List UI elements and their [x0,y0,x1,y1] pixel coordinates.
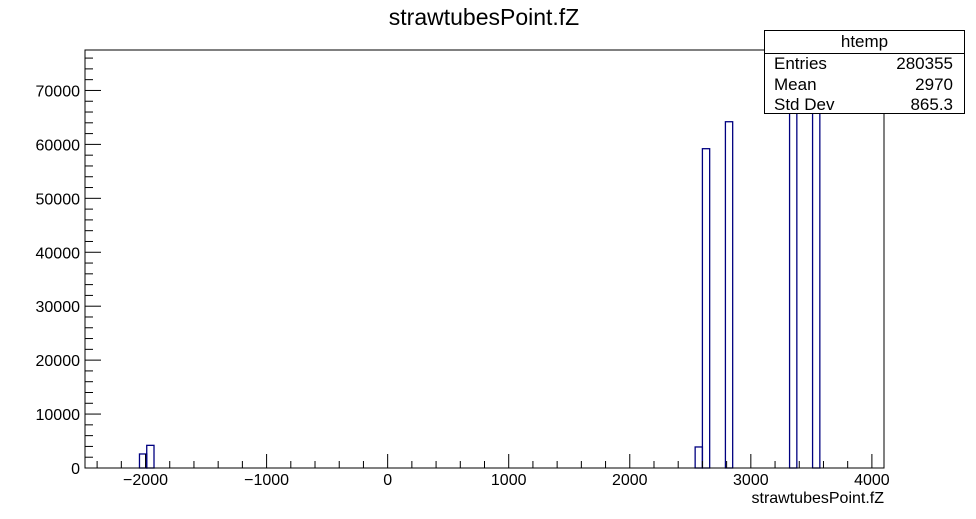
x-tick-label: 4000 [854,472,890,489]
stats-row-entries: Entries 280355 [765,54,964,75]
x-axis: −2000 −1000 0 1000 2000 3000 4000 [96,454,890,489]
stats-title: htemp [765,31,964,54]
stats-value: 865.3 [910,95,953,114]
x-tick-label: −2000 [123,472,168,489]
y-tick-label: 40000 [36,245,81,262]
histogram-bar-1 [146,444,155,469]
chart-title: strawtubesPoint.fZ [389,4,579,30]
y-tick-label: 70000 [36,83,81,100]
stats-row-std-dev: Std Dev 865.3 [765,95,964,116]
y-tick-label: 60000 [36,137,81,154]
y-tick-label: 50000 [36,191,81,208]
x-tick-label: −1000 [244,472,289,489]
stats-row-mean: Mean 2970 [765,75,964,96]
stats-label: Mean [774,74,817,94]
stats-box: htemp Entries 280355 Mean 2970 Std Dev 8… [764,30,965,114]
y-tick-label: 20000 [36,353,81,370]
y-axis: 0 10000 20000 30000 40000 50000 60000 70000 [36,57,101,478]
x-tick-label: 1000 [491,472,527,489]
histogram-bar-2 [694,446,704,469]
stats-label: Entries [774,54,827,73]
stats-label: Std Dev [774,95,835,114]
histogram-bars [138,49,821,469]
y-tick-label: 30000 [36,299,81,316]
histogram-bar-4 [724,121,734,469]
stats-value: 280355 [896,54,953,73]
stats-value: 2970 [915,74,953,94]
histogram-bar-3 [701,148,711,469]
x-axis-label: strawtubesPoint.fZ [752,490,885,507]
x-tick-label: 2000 [612,472,648,489]
x-tick-label: 0 [383,472,392,489]
y-tick-label: 10000 [36,407,81,424]
x-tick-label: 3000 [733,472,769,489]
y-tick-label: 0 [71,461,80,478]
